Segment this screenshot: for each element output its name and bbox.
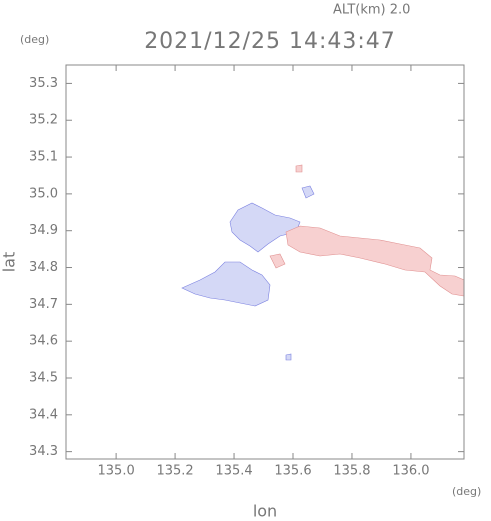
- y-tick-label: 35.2: [29, 113, 58, 128]
- y-tick-label: 34.9: [29, 223, 58, 238]
- approaching-echo: [285, 353, 292, 361]
- receding-echo: [295, 164, 303, 173]
- y-tick-label: 34.4: [29, 407, 58, 422]
- x-axis-label: lon: [253, 502, 277, 521]
- receding-echo: [269, 253, 286, 269]
- y-tick-label: 35.0: [29, 186, 58, 201]
- y-tick-label: 34.5: [29, 370, 58, 385]
- y-tick-label: 35.3: [29, 76, 58, 91]
- approaching-echo: [181, 261, 271, 307]
- chart-title: 2021/12/25 14:43:47: [144, 29, 396, 54]
- y-tick-label: 35.1: [29, 150, 58, 165]
- x-tick-label: 135.0: [98, 464, 135, 479]
- y-tick-label: 34.8: [29, 260, 58, 275]
- x-tick-label: 136.0: [392, 464, 429, 479]
- receding-echo: [285, 225, 465, 297]
- y-tick-label: 34.7: [29, 297, 58, 312]
- x-tick-label: 135.4: [215, 464, 252, 479]
- x-tick-label: 135.6: [274, 464, 311, 479]
- altitude-label: ALT(km) 2.0: [333, 3, 410, 18]
- y-axis-label: lat: [0, 252, 19, 273]
- y-tick-label: 34.6: [29, 334, 58, 349]
- plot-frame: [65, 64, 465, 460]
- y-tick-label: 34.3: [29, 444, 58, 459]
- y-unit: (deg): [20, 33, 49, 46]
- approaching-echo: [301, 185, 315, 199]
- echo-field: [181, 164, 465, 361]
- x-tick-label: 135.8: [333, 464, 370, 479]
- x-unit: (deg): [452, 485, 481, 498]
- x-tick-label: 135.2: [156, 464, 193, 479]
